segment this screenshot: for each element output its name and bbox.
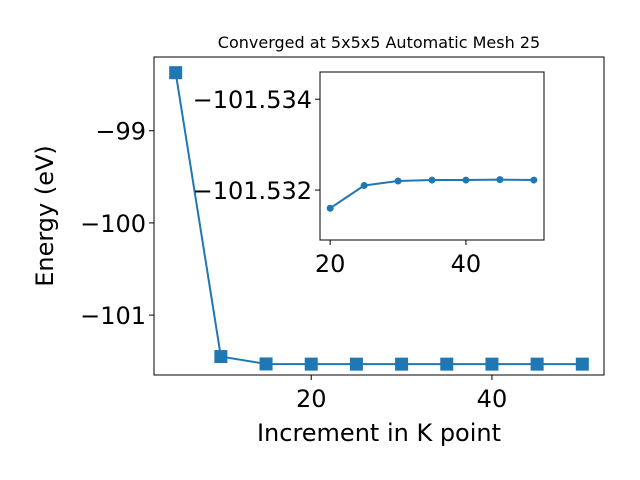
main-x-tick-label: 20: [296, 385, 327, 413]
x-axis-label: Increment in K point: [257, 419, 501, 447]
inset-plot-frame: [319, 71, 545, 241]
main-data-point: [395, 357, 409, 371]
main-data-point: [530, 357, 544, 371]
main-y-tick-label: −101: [80, 302, 146, 330]
inset-data-point: [394, 177, 402, 185]
inset-x-tick-label: 40: [451, 250, 482, 278]
main-data-point: [214, 350, 228, 364]
inset-data-point: [360, 182, 368, 190]
inset-y-tick-label: −101.532: [193, 177, 312, 205]
inset-axes: 20 40 −101.534−101.532: [193, 71, 545, 278]
inset-data-point: [462, 176, 470, 184]
y-axis-label: Energy (eV): [31, 145, 59, 287]
main-y-ticks: −99 −100 −101: [80, 118, 154, 330]
main-x-tick-label: 40: [477, 385, 508, 413]
main-data-point: [575, 357, 589, 371]
main-series-line: [174, 72, 583, 366]
main-y-tick-label: −99: [95, 118, 146, 146]
main-x-ticks: 20 40: [296, 375, 507, 413]
main-data-point: [169, 66, 183, 80]
main-plot-frame: [153, 56, 605, 376]
inset-data-point: [496, 176, 504, 184]
inset-data-point: [428, 176, 436, 184]
main-data-point: [440, 357, 454, 371]
inset-y-tick-label: −101.534: [193, 86, 312, 114]
main-series: [169, 66, 589, 371]
inset-data-point: [326, 204, 334, 212]
inset-x-ticks: 20 40: [315, 240, 481, 278]
chart-title: Converged at 5x5x5 Automatic Mesh 25: [218, 33, 540, 52]
main-data-point: [304, 357, 318, 371]
main-data-point: [259, 357, 273, 371]
main-y-tick-label: −100: [80, 210, 146, 238]
inset-series: [326, 176, 538, 212]
inset-x-tick-label: 20: [315, 250, 346, 278]
inset-y-ticks: −101.534 −101.532: [193, 86, 320, 205]
inset-data-point: [530, 176, 538, 184]
main-data-point: [349, 357, 363, 371]
main-axes: Converged at 5x5x5 Automatic Mesh 25 Inc…: [31, 33, 605, 447]
main-data-point: [485, 357, 499, 371]
